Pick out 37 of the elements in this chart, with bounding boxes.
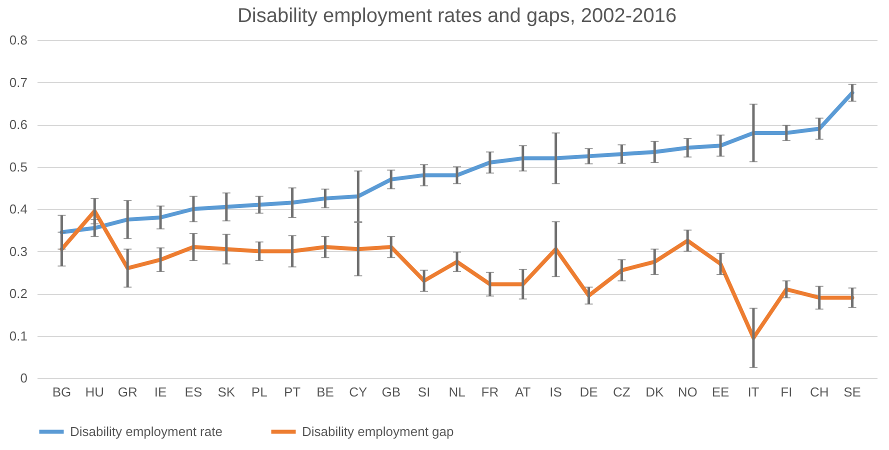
x-tick-label: SK xyxy=(218,384,236,400)
x-tick-label: PL xyxy=(251,384,268,400)
x-tick-label: SE xyxy=(844,384,862,400)
x-tick-label: NL xyxy=(448,384,466,400)
x-tick-label: FI xyxy=(780,384,792,400)
x-tick-label: EE xyxy=(712,384,730,400)
y-tick-label: 0.5 xyxy=(9,159,28,174)
x-tick-label: HU xyxy=(85,384,104,400)
chart-title: Disability employment rates and gaps, 2002-2016 xyxy=(237,5,677,27)
x-tick-label: FR xyxy=(481,384,499,400)
x-tick-label: IE xyxy=(154,384,167,400)
x-tick-label: CZ xyxy=(613,384,630,400)
x-tick-label: IS xyxy=(550,384,562,400)
y-tick-label: 0.8 xyxy=(9,32,28,48)
y-tick-label: 0.4 xyxy=(9,202,28,216)
x-tick-label: BG xyxy=(52,384,72,400)
x-tick-label: DK xyxy=(646,384,664,400)
x-tick-label: DE xyxy=(580,384,598,400)
x-tick-label: IT xyxy=(748,384,760,400)
x-tick-label: NO xyxy=(678,384,698,400)
x-tick-label: AT xyxy=(515,384,531,400)
x-tick-label: CY xyxy=(349,384,368,400)
x-tick-label: BE xyxy=(316,384,334,400)
x-tick-label: PT xyxy=(284,384,301,400)
x-tick-label: SI xyxy=(418,384,430,400)
y-tick-label: 0.7 xyxy=(9,74,28,90)
legend-label: Disability employment rate xyxy=(70,424,222,439)
y-tick-label: 0.2 xyxy=(9,286,28,301)
y-tick-label: 0.6 xyxy=(9,117,28,132)
x-tick-label: GR xyxy=(118,384,138,400)
x-tick-label: GB xyxy=(382,384,401,400)
y-tick-label: 0.3 xyxy=(9,244,28,259)
x-tick-label: ES xyxy=(184,384,202,400)
x-tick-label: CH xyxy=(810,384,829,400)
y-tick-label: 0.1 xyxy=(9,328,28,344)
y-tick-label: 0 xyxy=(20,370,28,386)
legend-label: Disability employment gap xyxy=(302,424,454,439)
